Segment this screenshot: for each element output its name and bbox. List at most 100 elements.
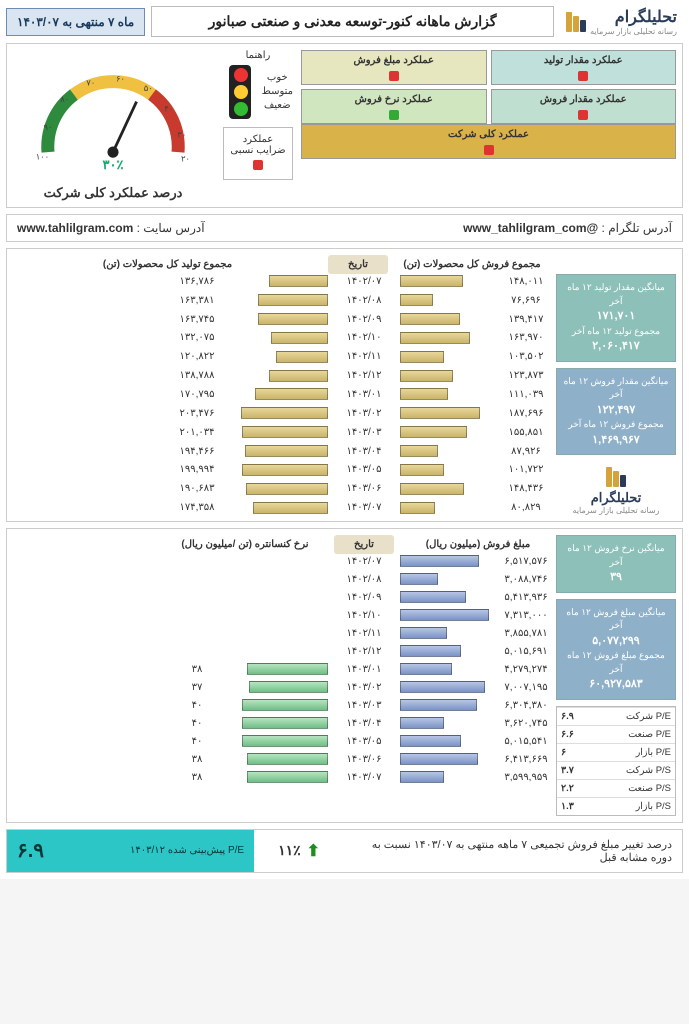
stat-box: میانگین نرخ فروش ۱۲ ماه آخر۳۹ [556, 535, 676, 593]
sales-bar [400, 293, 490, 307]
stat-box: میانگین مقدار فروش ۱۲ ماه آخر۱۲۲,۴۹۷مجمو… [556, 368, 676, 456]
prod-bar [238, 482, 328, 496]
summary-panel: ۱۰۰ ۹۰ ۸۰ ۷۰ ۶۰ ۵۰ ۴۰ ۳۰ ۲۰ ۳۰٪ درصد عمل… [6, 43, 683, 208]
amount-bar [400, 590, 490, 604]
date-cell: ۱۴۰۳/۰۴ [334, 718, 394, 729]
prod-bar [238, 293, 328, 307]
sales-bar [400, 331, 490, 345]
prod-value: ۱۳۸,۷۸۸ [162, 370, 232, 381]
sales-value: ۱۰۳,۵۰۲ [496, 351, 556, 362]
arrow-up-icon: ⬆ [307, 841, 320, 861]
col-head-prod: مجموع تولید کل محصولات (تن) [13, 255, 322, 274]
sales-bar [400, 274, 490, 288]
amount-value: ۵,۰۱۵,۶۹۱ [496, 646, 556, 657]
sales-value: ۸۷,۹۲۶ [496, 446, 556, 457]
brand-logo-small: تحلیلگرام رسانه تحلیلی بازار سرمایه [556, 461, 676, 515]
gauge-needle [106, 99, 142, 159]
sales-bar [400, 387, 490, 401]
date-cell: ۱۴۰۳/۰۷ [334, 772, 394, 783]
forecast-pe-value: ۶.۹ [17, 838, 44, 863]
sales-bar [400, 369, 490, 383]
amount-value: ۵,۴۱۳,۹۳۶ [496, 592, 556, 603]
prod-value: ۱۹۹,۹۹۴ [162, 464, 232, 475]
kpi-cell: عملکرد مبلغ فروش [301, 50, 487, 85]
rate-bar [238, 608, 328, 622]
report-date: ماه ۷ منتهی به ۱۴۰۳/۰۷ [6, 8, 145, 36]
date-cell: ۱۴۰۳/۰۲ [334, 682, 394, 693]
col-head-date: تاریخ [328, 255, 388, 274]
brand-logo: تحلیلگرام رسانه تحلیلی بازار سرمایه [560, 7, 683, 36]
date-cell: ۱۴۰۳/۰۵ [334, 736, 394, 747]
table-2-rows: ۶,۵۱۷,۵۷۶ ۱۴۰۲/۰۷ ۳,۰۸۸,۷۴۶ ۱۴۰۲/۰۸ ۵,۴۱… [13, 554, 556, 784]
sales-value: ۱۳۹,۴۱۷ [496, 314, 556, 325]
amount-value: ۶,۵۱۷,۵۷۶ [496, 556, 556, 567]
traffic-labels: خوب متوسط ضعیف [262, 71, 293, 113]
date-cell: ۱۴۰۲/۱۰ [334, 332, 394, 343]
prod-bar [238, 331, 328, 345]
prod-bar [238, 444, 328, 458]
amount-value: ۳,۶۲۰,۷۴۵ [496, 718, 556, 729]
traffic-light-icon [229, 65, 251, 119]
date-cell: ۱۴۰۳/۰۱ [334, 664, 394, 675]
prod-value: ۱۳۶,۷۸۶ [162, 276, 232, 287]
date-cell: ۱۴۰۲/۰۹ [334, 314, 394, 325]
sales-value: ۱۶۳,۹۷۰ [496, 332, 556, 343]
amount-bar [400, 572, 490, 586]
svg-text:۶۰: ۶۰ [116, 74, 125, 84]
amount-bar [400, 608, 490, 622]
prod-value: ۱۹۰,۶۸۳ [162, 483, 232, 494]
amount-bar [400, 716, 490, 730]
prod-value: ۱۶۳,۷۴۵ [162, 314, 232, 325]
telegram-link[interactable]: آدرس تلگرام : @www_tahlilgram_com [463, 221, 672, 235]
table-1: مجموع فروش کل محصولات (تن) تاریخ مجموع ت… [13, 255, 676, 274]
ratio-table: P/E شرکت۶.۹P/E صنعت۶.۶P/E بازار۶P/S شرکت… [556, 706, 676, 816]
col-head-sales: مجموع فروش کل محصولات (تن) [394, 255, 550, 274]
date-cell: ۱۴۰۳/۰۳ [334, 427, 394, 438]
svg-text:۱۰۰: ۱۰۰ [36, 152, 49, 162]
prod-bar [238, 425, 328, 439]
prod-value: ۱۷۴,۳۵۸ [162, 502, 232, 513]
kpi-cell: عملکرد مقدار تولید [491, 50, 677, 85]
sidebar-1: میانگین مقدار تولید ۱۲ ماه آخر۱۷۱,۷۰۱مجم… [556, 274, 676, 515]
rate-bar [238, 644, 328, 658]
prod-value: ۱۶۳,۳۸۱ [162, 295, 232, 306]
col-head-rate: نرخ کنسانتره (تن /میلیون ریال) [162, 535, 328, 554]
rate-value: ۴۰ [162, 736, 232, 747]
date-cell: ۱۴۰۲/۰۹ [334, 592, 394, 603]
rate-value: ۳۸ [162, 664, 232, 675]
kpi-overall: عملکرد کلی شرکت [301, 124, 676, 159]
amount-value: ۵,۰۱۵,۵۴۱ [496, 736, 556, 747]
brand-tagline: رسانه تحلیلی بازار سرمایه [590, 27, 677, 36]
gauge-caption: درصد عملکرد کلی شرکت [13, 185, 213, 201]
rate-bar [238, 626, 328, 640]
svg-text:۹۰: ۹۰ [44, 122, 53, 132]
amount-bar [400, 680, 490, 694]
section-production-sales: مجموع فروش کل محصولات (تن) تاریخ مجموع ت… [6, 248, 683, 522]
brand-name: تحلیلگرام [590, 7, 677, 27]
section-amount-rate: میانگین نرخ فروش ۱۲ ماه آخر۳۹ میانگین مب… [6, 528, 683, 823]
traffic-legend: راهنما خوب متوسط ضعیف عملکرد ضرایب نسبی [223, 50, 293, 201]
rate-value: ۳۷ [162, 682, 232, 693]
prod-bar [238, 463, 328, 477]
rate-value: ۴۰ [162, 718, 232, 729]
svg-text:۸۰: ۸۰ [60, 94, 69, 104]
rate-bar [238, 716, 328, 730]
ratio-row: P/S بازار۱.۳ [557, 797, 675, 815]
site-link[interactable]: آدرس سایت : www.tahlilgram.com [17, 221, 205, 235]
rate-bar [238, 734, 328, 748]
gauge-value: ۳۰٪ [103, 157, 124, 172]
prod-value: ۱۳۲,۰۷۵ [162, 332, 232, 343]
amount-bar [400, 554, 490, 568]
rate-value: ۳۸ [162, 772, 232, 783]
sales-value: ۱۰۱,۷۲۲ [496, 464, 556, 475]
amount-value: ۳,۵۹۹,۹۵۹ [496, 772, 556, 783]
date-cell: ۱۴۰۲/۱۲ [334, 370, 394, 381]
date-cell: ۱۴۰۲/۱۰ [334, 610, 394, 621]
svg-text:۴۰: ۴۰ [164, 103, 173, 113]
date-cell: ۱۴۰۳/۰۵ [334, 464, 394, 475]
rate-bar [238, 770, 328, 784]
kpi-cell: عملکرد مقدار فروش [491, 89, 677, 124]
date-cell: ۱۴۰۳/۰۲ [334, 408, 394, 419]
sales-bar [400, 444, 490, 458]
amount-bar [400, 734, 490, 748]
